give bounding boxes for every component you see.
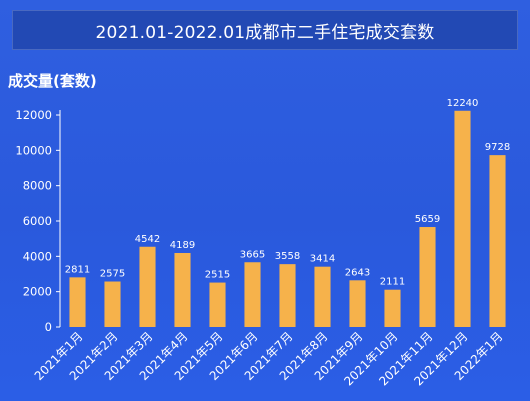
y-tick-label: 0 [45, 320, 52, 334]
bar-value-label: 4542 [135, 234, 160, 245]
bar [384, 289, 401, 327]
bar-value-label: 3665 [240, 249, 265, 260]
bar-value-label: 12240 [447, 98, 479, 109]
bar [349, 280, 366, 327]
y-tick-label: 12000 [15, 108, 52, 122]
chart-title: 2021.01-2022.01成都市二手住宅成交套数 [12, 10, 518, 50]
bar [489, 155, 506, 327]
y-tick-label: 8000 [23, 179, 52, 193]
bar-value-label: 2575 [100, 269, 125, 280]
y-tick-label: 10000 [15, 143, 52, 157]
bar [209, 282, 226, 327]
bar-value-label: 3414 [310, 254, 335, 265]
bar [174, 252, 191, 327]
y-axis-label: 成交量(套数) [8, 72, 97, 90]
bar-value-label: 2111 [380, 277, 405, 288]
bar-value-label: 3558 [275, 251, 300, 262]
y-tick-label: 6000 [23, 214, 52, 228]
bar-value-label: 4189 [170, 240, 195, 251]
bar-value-label: 5659 [415, 214, 440, 225]
bar [314, 266, 331, 327]
bar [139, 246, 156, 327]
bar [104, 281, 121, 327]
bar [69, 277, 86, 327]
bar [279, 264, 296, 327]
y-tick-label: 4000 [23, 249, 52, 263]
bar [454, 110, 471, 327]
y-tick-label: 2000 [23, 285, 52, 299]
bar-value-label: 9728 [485, 142, 510, 153]
bar [419, 227, 436, 327]
bar [244, 262, 261, 327]
bar-value-label: 2643 [345, 267, 370, 278]
bar-value-label: 2515 [205, 270, 230, 281]
bar-value-label: 2811 [65, 264, 90, 275]
